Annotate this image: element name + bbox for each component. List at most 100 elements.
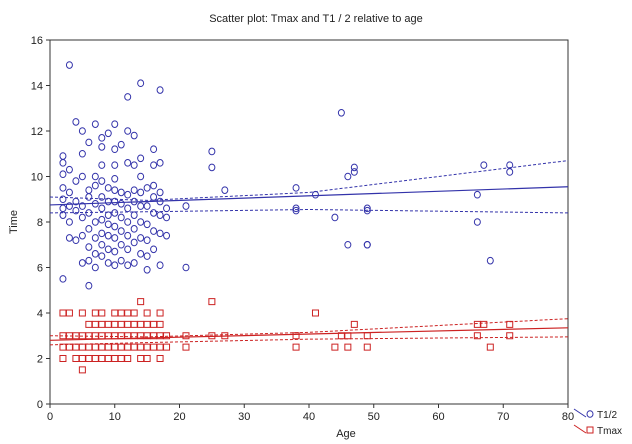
t1-2-point bbox=[124, 204, 132, 213]
tmax-point bbox=[78, 366, 86, 374]
t1-2-point bbox=[143, 265, 151, 274]
tmax-point bbox=[130, 343, 138, 351]
t1-2-point bbox=[78, 231, 86, 240]
tmax-point bbox=[104, 332, 112, 340]
tmax-point bbox=[150, 320, 158, 328]
t1-2-point bbox=[137, 218, 145, 226]
t1-2-point bbox=[111, 161, 119, 169]
t1-2-point bbox=[111, 120, 119, 128]
t1-2-point bbox=[311, 190, 319, 199]
tmax-point bbox=[72, 343, 80, 351]
tmax-point bbox=[344, 343, 352, 351]
t1-2-point bbox=[65, 202, 73, 210]
t1-2-point bbox=[124, 245, 132, 254]
tmax-point bbox=[156, 355, 164, 362]
t1-2-point bbox=[137, 188, 145, 197]
tmax-point bbox=[350, 320, 358, 328]
t1-2-point bbox=[137, 250, 145, 258]
t1-2-point bbox=[104, 245, 112, 254]
tmax-point bbox=[85, 343, 93, 351]
tmax-point bbox=[91, 320, 99, 328]
tmax-point bbox=[59, 309, 67, 317]
t1-2-point bbox=[98, 177, 106, 185]
t1-2-point bbox=[59, 184, 67, 192]
t1-2-point bbox=[486, 256, 494, 265]
t1-2-point bbox=[143, 202, 151, 210]
t1-2-point bbox=[143, 184, 151, 192]
tmax-point bbox=[130, 309, 138, 317]
x-tick-label: 80 bbox=[562, 411, 574, 423]
t1-2-point bbox=[111, 247, 119, 256]
y-tick-label: 10 bbox=[31, 172, 43, 184]
t1-2-point bbox=[156, 86, 164, 94]
t1-2-point bbox=[104, 184, 112, 192]
t1-2-point bbox=[117, 240, 125, 249]
tmax-point bbox=[473, 320, 481, 328]
x-tick-label: 70 bbox=[497, 411, 509, 423]
tmax-point bbox=[98, 332, 106, 340]
tmax-point bbox=[78, 355, 86, 362]
tmax-point bbox=[473, 332, 481, 340]
t1-2-point bbox=[182, 263, 190, 272]
t1-2-point bbox=[59, 159, 67, 167]
tmax-point bbox=[363, 332, 371, 340]
t1-2-point bbox=[163, 204, 171, 213]
t1-2-point bbox=[117, 227, 125, 235]
legend-t1-2-label: T1/2 bbox=[597, 410, 617, 421]
t1-2-point bbox=[59, 195, 67, 204]
t1-2-point bbox=[85, 243, 93, 251]
t1-2-point bbox=[150, 209, 158, 217]
t1-2-point bbox=[143, 236, 151, 244]
y-tick-label: 16 bbox=[31, 35, 43, 47]
t1-2-point bbox=[137, 202, 145, 210]
t1-2-point bbox=[117, 213, 125, 222]
t1-2-point bbox=[98, 161, 106, 169]
t1-2-point bbox=[124, 159, 132, 167]
t1-2-point bbox=[111, 145, 119, 153]
tmax-point bbox=[137, 320, 145, 328]
tmax-point bbox=[72, 355, 80, 362]
t1-2-point bbox=[104, 211, 112, 219]
tmax-point bbox=[117, 309, 125, 317]
t1-2-point bbox=[221, 186, 229, 194]
t1-2-point bbox=[473, 218, 481, 226]
y-tick-label: 8 bbox=[37, 217, 43, 229]
legend-t1-2-marker bbox=[586, 410, 594, 418]
t1-2-point bbox=[111, 209, 119, 217]
t1-2-point bbox=[143, 252, 151, 260]
t1-2-point bbox=[59, 152, 67, 160]
tmax-point bbox=[91, 343, 99, 351]
t1-2-point bbox=[150, 193, 158, 201]
t1-2-point bbox=[344, 240, 352, 249]
tmax-point bbox=[78, 309, 86, 317]
t1-2-point bbox=[506, 168, 514, 176]
tmax-point bbox=[124, 309, 132, 317]
tmax-point bbox=[117, 355, 125, 362]
t1-2-point bbox=[111, 197, 119, 206]
t1-2-point bbox=[98, 252, 106, 260]
t1-2-point bbox=[65, 61, 73, 69]
tmax-point bbox=[117, 332, 125, 340]
legend-tmax-marker bbox=[586, 426, 594, 434]
t1-2-point bbox=[363, 240, 371, 249]
y-tick-label: 6 bbox=[37, 263, 43, 275]
t1-2-point bbox=[130, 211, 138, 219]
tmax-point bbox=[104, 320, 112, 328]
t1-2-point bbox=[85, 256, 93, 265]
t1-2-point bbox=[130, 259, 138, 267]
tmax-point bbox=[163, 332, 171, 340]
tmax-point bbox=[111, 355, 119, 362]
t1-2-point bbox=[156, 159, 164, 167]
t1-2-point bbox=[98, 215, 106, 224]
tmax-point bbox=[104, 355, 112, 362]
t1-2-point bbox=[350, 168, 358, 176]
t1-2-point bbox=[59, 204, 67, 213]
tmax-point bbox=[156, 320, 164, 328]
tmax-point bbox=[143, 343, 151, 351]
t1-2-point bbox=[91, 181, 99, 190]
tmax-point bbox=[104, 343, 112, 351]
tmax-point bbox=[98, 343, 106, 351]
t1-2-point bbox=[156, 261, 164, 270]
t1-2-point bbox=[111, 234, 119, 242]
tmax-point bbox=[91, 332, 99, 340]
